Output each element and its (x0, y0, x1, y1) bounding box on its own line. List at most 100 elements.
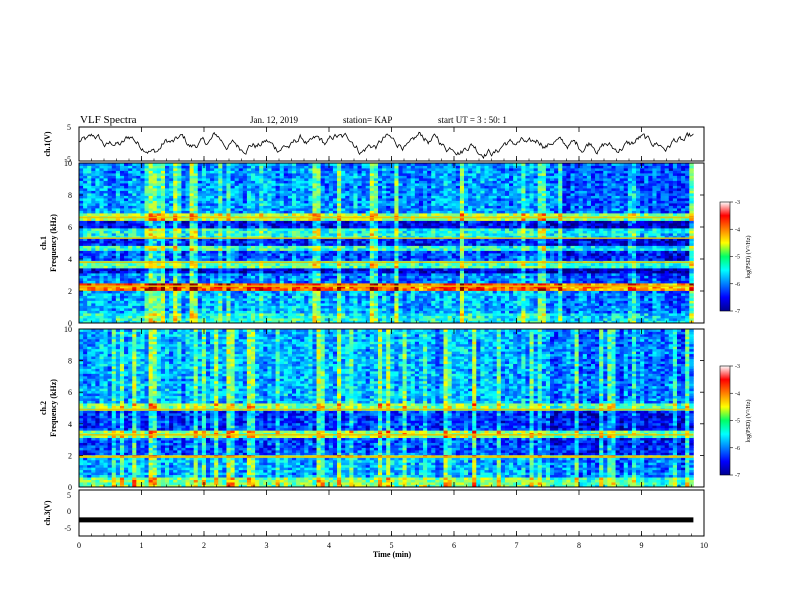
spectrogram-cell (193, 313, 199, 316)
spectrogram-cell (275, 248, 281, 251)
spectrogram-cell (226, 308, 231, 311)
spectrogram-cell (128, 240, 133, 244)
spectrogram-cell (193, 230, 199, 234)
spectrogram-cell (128, 318, 133, 321)
spectrogram-cell (328, 213, 334, 216)
spectrogram-cell (144, 180, 150, 184)
spectrogram-cell (132, 183, 137, 186)
spectrogram-cell (291, 188, 297, 191)
spectrogram-cell (365, 240, 371, 244)
spectrogram-cell (275, 253, 281, 256)
spectrogram-cell (242, 320, 248, 324)
spectrogram-cell (365, 293, 371, 296)
spectrogram-cell (246, 288, 252, 291)
spectrogram-cell (390, 235, 395, 239)
spectrogram-cell (291, 213, 297, 216)
spectrogram-cell (173, 218, 178, 221)
spectrogram-cell (324, 250, 330, 254)
spectrogram-cell (119, 305, 125, 309)
spectrogram-cell (304, 178, 309, 181)
spectrogram-cell (95, 240, 100, 244)
spectrogram-cell (373, 195, 379, 199)
spectrogram-cell (181, 253, 186, 256)
spectrogram-cell (83, 180, 88, 184)
spectrogram-cell (320, 208, 326, 211)
spectrogram-cell (251, 268, 256, 271)
spectrogram-cell (128, 193, 133, 196)
spectrogram-cell (87, 190, 92, 194)
spectrogram-cell (365, 165, 371, 169)
spectrogram-cell (337, 300, 342, 304)
spectrogram-cell (394, 248, 399, 251)
spectrogram-cell (382, 200, 387, 204)
spectrogram-cell (275, 240, 281, 244)
spectrogram-cell (169, 298, 174, 301)
spectrogram-cell (136, 203, 141, 206)
spectrogram-cell (156, 248, 162, 251)
spectrogram-cell (341, 218, 346, 221)
spectrogram-cell (197, 293, 203, 296)
spectrogram-cell (394, 208, 399, 211)
spectrogram-cell (332, 173, 338, 176)
spectrogram-cell (316, 263, 322, 266)
spectrogram-cell (124, 295, 129, 299)
spectrogram-cell (165, 255, 170, 259)
spectrogram-cell (136, 193, 141, 196)
spectrogram-cell (255, 203, 260, 206)
spectrogram-cell (115, 270, 121, 274)
spectrogram-cell (337, 213, 342, 216)
spectrogram-cell (255, 228, 260, 231)
spectrogram-cell (107, 228, 113, 231)
spectrogram-cell (222, 238, 227, 241)
spectrogram-cell (99, 228, 104, 231)
spectrogram-cell (87, 243, 92, 246)
spectrogram-cell (353, 250, 358, 254)
spectrogram-cell (160, 315, 166, 319)
spectrogram-cell (300, 303, 305, 306)
spectrogram-cell (156, 223, 162, 226)
spectrogram-cell (394, 220, 399, 224)
spectrogram-cell (169, 248, 174, 251)
spectrogram-cell (103, 175, 109, 179)
spectrogram-cell (353, 283, 358, 286)
spectrogram-cell (119, 243, 125, 246)
spectrogram-cell (107, 235, 113, 239)
spectrogram-cell (287, 233, 293, 236)
spectrogram-cell (169, 235, 174, 239)
spectrogram-cell (296, 200, 301, 204)
spectrogram-cell (287, 178, 293, 181)
spectrogram-cell (378, 195, 383, 199)
spectrogram-cell (173, 263, 178, 266)
spectrogram-cell (312, 195, 317, 199)
spectrogram-cell (230, 223, 236, 226)
spectrogram-cell (267, 240, 272, 244)
spectrogram-cell (87, 223, 92, 226)
spectrogram-cell (283, 305, 289, 309)
spectrogram-cell (255, 173, 260, 176)
spectrogram-cell (214, 238, 219, 241)
spectrogram-cell (181, 163, 186, 166)
spectrogram-cell (226, 288, 231, 291)
spectrogram-cell (349, 170, 354, 174)
spectrogram-cell (390, 250, 395, 254)
spectrogram-cell (210, 288, 215, 291)
spectrogram-cell (79, 243, 84, 246)
spectrogram-cell (160, 213, 166, 216)
spectrogram-cell (124, 255, 129, 259)
spectrogram-cell (365, 210, 371, 214)
spectrogram-cell (316, 223, 322, 226)
spectrogram-cell (312, 273, 317, 276)
spectrogram-cell (324, 218, 330, 221)
spectrogram-cell (132, 313, 137, 316)
spectrogram-cell (111, 273, 117, 276)
spectrogram-cell (177, 213, 182, 216)
spectrogram-cell (369, 308, 375, 311)
spectrogram-cell (382, 195, 387, 199)
spectrogram-cell (119, 265, 125, 269)
spectrogram-cell (328, 223, 334, 226)
spectrogram-cell (222, 268, 227, 271)
spectrogram-cell (394, 253, 399, 256)
spectrogram-cell (115, 210, 121, 214)
spectrogram-cell (107, 233, 113, 236)
spectrogram-cell (242, 263, 248, 266)
